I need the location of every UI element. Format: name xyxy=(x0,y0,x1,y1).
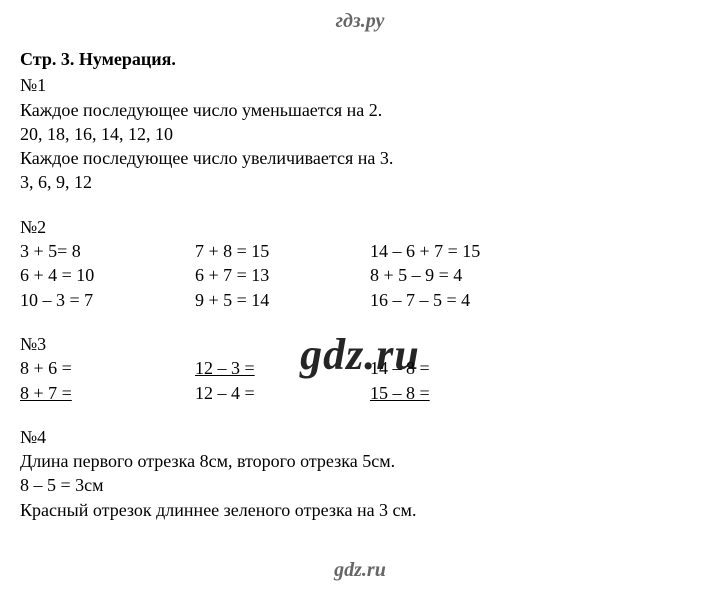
equation: 6 + 7 = 13 xyxy=(195,263,370,287)
problem-2-col: 3 + 5= 8 6 + 4 = 10 10 – 3 = 7 xyxy=(20,239,195,312)
problem-1-line: 20, 18, 16, 14, 12, 10 xyxy=(20,122,700,146)
equation: 7 + 8 = 15 xyxy=(195,239,370,263)
equation: 8 + 5 – 9 = 4 xyxy=(370,263,545,287)
problem-4-line: Длина первого отрезка 8см, второго отрез… xyxy=(20,449,700,473)
problem-3-col: 14 – 8 = 15 – 8 = xyxy=(370,356,545,405)
problem-4-label: №4 xyxy=(20,425,700,449)
page-title: Стр. 3. Нумерация. xyxy=(20,47,700,71)
equation: 16 – 7 – 5 = 4 xyxy=(370,288,545,312)
equation: 15 – 8 = xyxy=(370,381,545,405)
equation: 10 – 3 = 7 xyxy=(20,288,195,312)
equation: 9 + 5 = 14 xyxy=(195,288,370,312)
equation: 14 – 8 = xyxy=(370,356,545,380)
problem-3-label: №3 xyxy=(20,332,700,356)
header-logo: гдз.ру xyxy=(20,8,700,35)
problem-3-table: 8 + 6 = 8 + 7 = 12 – 3 = 12 – 4 = 14 – 8… xyxy=(20,356,700,405)
equation-text: 12 – 3 = xyxy=(195,358,255,378)
problem-3-col: 8 + 6 = 8 + 7 = xyxy=(20,356,195,405)
problem-1-label: №1 xyxy=(20,73,700,97)
problem-1-line: Каждое последующее число уменьшается на … xyxy=(20,98,700,122)
problem-3-col: 12 – 3 = 12 – 4 = xyxy=(195,356,370,405)
problem-4-line: Красный отрезок длиннее зеленого отрезка… xyxy=(20,498,700,522)
problem-1-line: 3, 6, 9, 12 xyxy=(20,170,700,194)
equation: 8 + 7 = xyxy=(20,381,195,405)
equation-text: 12 – 4 = xyxy=(195,383,255,403)
problem-2-col: 7 + 8 = 15 6 + 7 = 13 9 + 5 = 14 xyxy=(195,239,370,312)
equation-text: 15 – 8 = xyxy=(370,383,430,403)
equation: 12 – 4 = xyxy=(195,381,370,405)
equation: 14 – 6 + 7 = 15 xyxy=(370,239,545,263)
problem-4-line: 8 – 5 = 3см xyxy=(20,473,700,497)
equation-text: 8 + 6 = xyxy=(20,358,72,378)
problem-1-line: Каждое последующее число увеличивается н… xyxy=(20,146,700,170)
equation-text: 8 + 7 = xyxy=(20,383,72,403)
equation: 3 + 5= 8 xyxy=(20,239,195,263)
footer-logo: gdz.ru xyxy=(0,557,720,584)
problem-2-table: 3 + 5= 8 6 + 4 = 10 10 – 3 = 7 7 + 8 = 1… xyxy=(20,239,700,312)
equation-text: 14 – 8 = xyxy=(370,358,430,378)
problem-2-label: №2 xyxy=(20,215,700,239)
equation: 12 – 3 = xyxy=(195,356,370,380)
problem-2-col: 14 – 6 + 7 = 15 8 + 5 – 9 = 4 16 – 7 – 5… xyxy=(370,239,545,312)
equation: 8 + 6 = xyxy=(20,356,195,380)
equation: 6 + 4 = 10 xyxy=(20,263,195,287)
